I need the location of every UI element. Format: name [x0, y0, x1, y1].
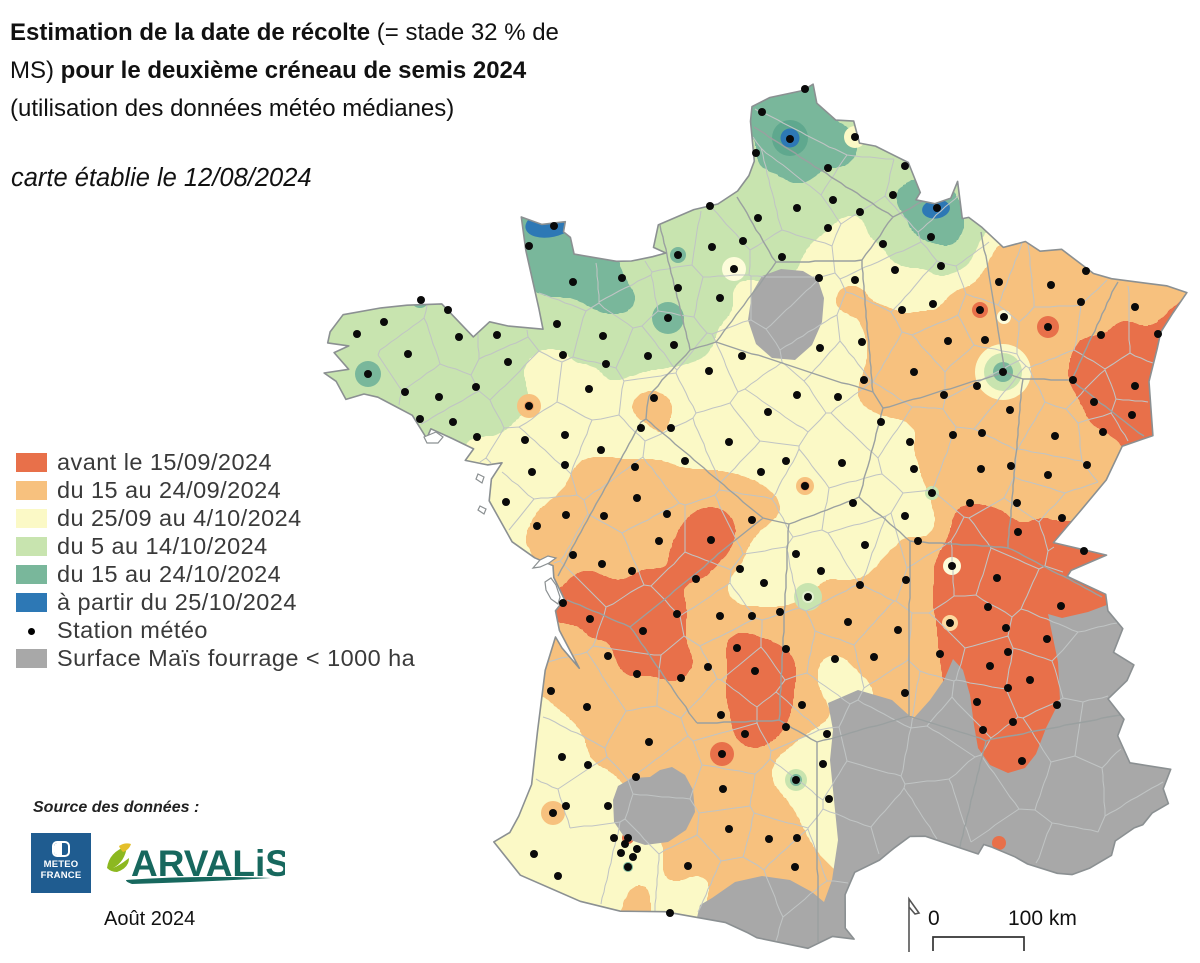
- svg-text:0: 0: [928, 907, 940, 930]
- svg-text:100 km: 100 km: [1008, 907, 1077, 930]
